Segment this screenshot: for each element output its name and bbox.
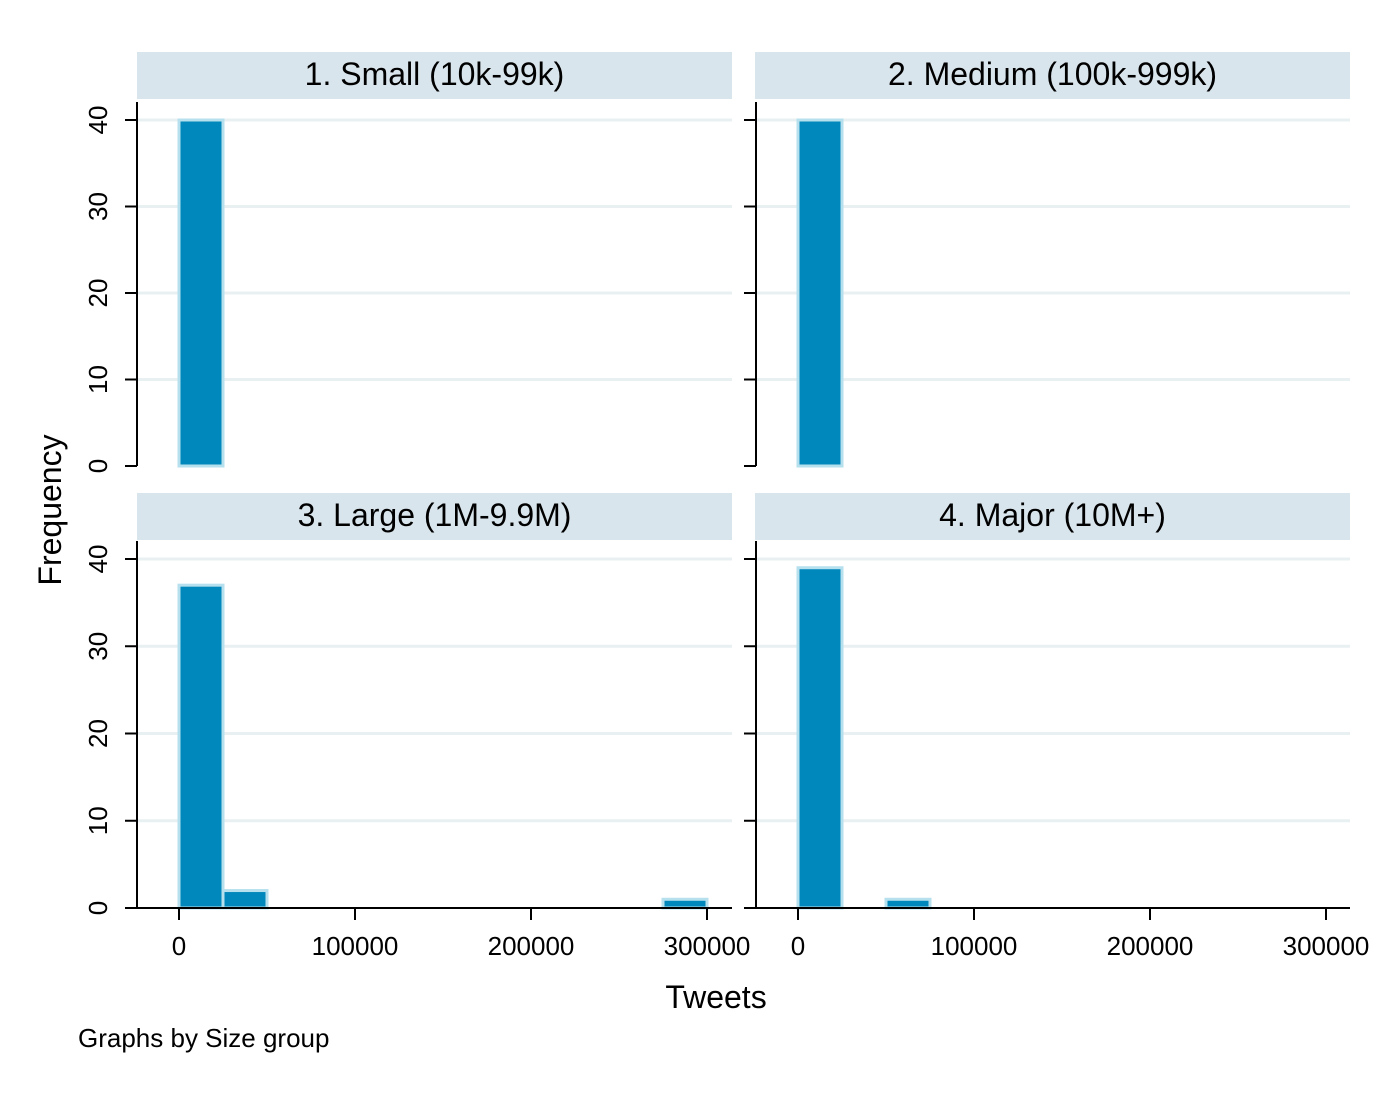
x-tick-label: 100000 [312, 931, 399, 961]
panel-strip [137, 52, 732, 99]
panel-title: 1. Small (10k-99k) [305, 56, 565, 92]
x-tick-label: 0 [172, 931, 186, 961]
histogram-bar-2 [221, 889, 269, 910]
x-tick-label: 200000 [1107, 931, 1194, 961]
histogram-bar-2 [884, 897, 932, 910]
y-tick-label: 10 [83, 806, 113, 835]
x-tick-label: 100000 [931, 931, 1018, 961]
histogram-bar-1 [796, 118, 844, 468]
x-tick-label: 300000 [664, 931, 751, 961]
panel-2: 2. Medium (100k-999k) [744, 52, 1350, 468]
histogram-bar-3 [661, 897, 709, 910]
x-axis-title: Tweets [665, 979, 766, 1015]
y-tick-label: 0 [83, 901, 113, 915]
y-tick-label: 40 [83, 545, 113, 574]
panel-4: 4. Major (10M+) 0 100000 200000 300000 [744, 493, 1369, 961]
panel-strip [755, 52, 1350, 99]
panel-3: 3. Large (1M-9.9M) 0 10 20 30 40 0 100000 200000… [83, 493, 750, 961]
x-tick-label: 300000 [1283, 931, 1370, 961]
panel-1: 1. Small (10k-99k) 0 10 20 30 40 [83, 52, 732, 473]
y-tick-label: 20 [83, 719, 113, 748]
panel-strip [137, 493, 732, 540]
y-tick-label: 0 [83, 459, 113, 473]
y-tick-label: 10 [83, 365, 113, 394]
x-tick-label: 0 [791, 931, 805, 961]
panel-title: 2. Medium (100k-999k) [888, 56, 1217, 92]
y-axis-title: Frequency [32, 434, 68, 585]
panel-strip [755, 493, 1350, 540]
histogram-bar-1 [796, 566, 844, 910]
y-tick-label: 20 [83, 279, 113, 308]
y-tick-label: 30 [83, 632, 113, 661]
x-tick-label: 200000 [488, 931, 575, 961]
y-tick-label: 30 [83, 192, 113, 221]
panel-title: 4. Major (10M+) [939, 497, 1166, 533]
y-tick-label: 40 [83, 106, 113, 135]
histogram-bar-1 [177, 583, 225, 910]
graphs-by-note: Graphs by Size group [78, 1023, 329, 1053]
histogram-bar-1 [177, 118, 225, 468]
panel-title: 3. Large (1M-9.9M) [298, 497, 572, 533]
